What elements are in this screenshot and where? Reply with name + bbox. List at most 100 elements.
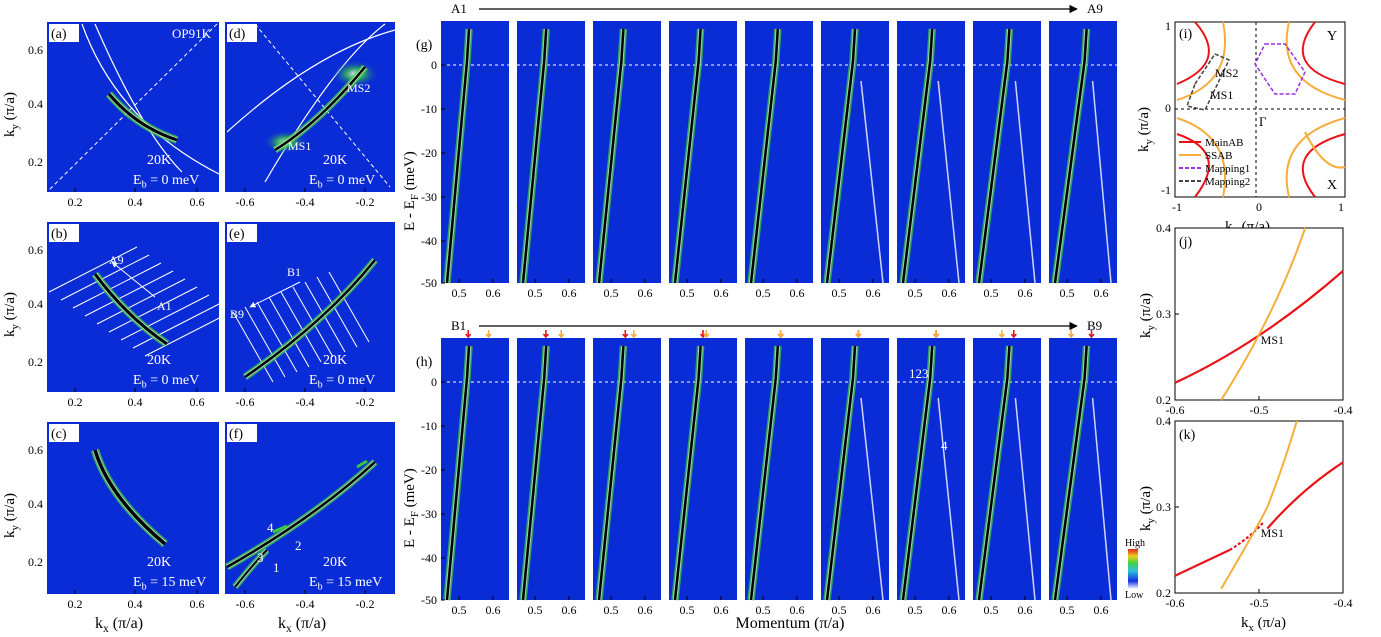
x-tick-label: 0.6 — [866, 286, 881, 300]
cut-panel: 0.5 0.6 123 4 — [897, 330, 965, 617]
temperature-label: 20K — [323, 353, 347, 368]
y-tick-label: 0 — [1165, 101, 1171, 115]
x-tick-label: -0.5 — [1250, 403, 1269, 417]
mainab-arrow — [465, 330, 472, 339]
ssab-arrow — [485, 330, 492, 339]
y-axis-title: ky (π/a) — [1136, 107, 1155, 152]
cut-line — [96, 278, 186, 325]
cut-line — [72, 262, 162, 309]
cut-line — [232, 311, 274, 383]
x-tick-label: 0.6 — [942, 286, 957, 300]
panel-b: A9 A1 (b) 20K Eb = 0 meV 0.2 0.4 0.6 0.6 0.4 0.2 ky… — [2, 222, 234, 409]
cut-panel: 0.5 0.6 — [1049, 21, 1117, 300]
panel-label: (c) — [51, 427, 67, 442]
fermi-contour — [81, 23, 220, 175]
x-tick-label: -0.2 — [356, 195, 375, 209]
cut-direction-arrow — [249, 281, 301, 308]
x-tick-label: -0.6 — [1166, 403, 1185, 417]
panel-frame — [1174, 420, 1344, 594]
sequence-start-label: B1 — [451, 318, 466, 333]
dispersion-band — [519, 28, 550, 284]
x-tick-label: 0.5 — [1060, 603, 1075, 617]
x-tick-label: 0.6 — [942, 603, 957, 617]
secondary-band — [1091, 397, 1112, 601]
binding-energy-label: Eb = 0 meV — [133, 373, 199, 391]
mainab-curve — [1266, 461, 1344, 530]
cut-panel: 0.5 0.6 — [669, 330, 737, 617]
panel-k-crossing-gapped: (k) MS1 -0.6 -0.5 -0.4 0.4 0.3 0.2 ky (π/a) kx (π… — [1138, 414, 1353, 634]
panel-e-end-label: B9 — [230, 307, 244, 321]
x-tick-label: 0.6 — [1018, 603, 1033, 617]
x-tick-label: 0.4 — [128, 597, 143, 611]
panel-f: 43 21 (f) 20K Eb = 15 meV -0.6 -0.4 -0.2 — [225, 422, 395, 611]
x-tick-label: -0.4 — [296, 395, 315, 409]
dispersion-band — [1051, 28, 1091, 284]
x-tick-label: 0.6 — [562, 286, 577, 300]
panel-d-ms2-label: MS2 — [347, 81, 370, 95]
legend-label: Mapping2 — [1205, 176, 1250, 188]
y-tick-label: 0.4 — [1156, 221, 1171, 235]
cut-panel: 0.5 0.6 — [441, 330, 509, 617]
secondary-band — [1014, 397, 1036, 601]
cut-line — [316, 276, 358, 348]
panel-d-background — [225, 22, 395, 192]
x-tick-label: -0.4 — [1334, 403, 1353, 417]
panel-c: (c) 20K Eb = 15 meV 0.2 0.4 0.6 0.6 0.4 0.2 ky (π… — [2, 422, 219, 611]
panel-label-box — [227, 424, 257, 442]
panel-label-box — [49, 424, 79, 442]
binding-energy-label: Eb = 0 meV — [309, 173, 375, 191]
mainab-gapped — [1229, 521, 1265, 551]
x-tick-label: 0.5 — [604, 286, 619, 300]
y-tick-label: 0 — [431, 58, 437, 72]
cut-panel: 0.5 0.6 — [973, 330, 1041, 617]
colorbar-low-label: Low — [1125, 590, 1144, 601]
panel-label: (e) — [229, 227, 245, 242]
legend-label: MainAB — [1205, 137, 1244, 149]
dispersion-band — [747, 345, 782, 601]
secondary-band — [860, 397, 884, 601]
energy-cut-panels-g: (g)A1 A90.5 0.6 0.5 0.6 0.5 0.6 0.5 0.6 0.5 0.6 0.5… — [402, 1, 1117, 300]
y-tick-label: 1 — [1165, 19, 1171, 33]
y-tick-label: -50 — [421, 593, 437, 607]
dispersion-band — [899, 28, 936, 284]
x-tick-label: -0.2 — [356, 597, 375, 611]
band — [90, 448, 168, 548]
x-tick-label: 0.6 — [866, 603, 881, 617]
panel-label: (i) — [1179, 27, 1193, 42]
panel-label: (f) — [229, 427, 243, 442]
cut-panel: 0.5 0.6 — [593, 21, 661, 300]
panel-f-band-number: 2 — [295, 538, 302, 553]
x-tick-label: 0.6 — [638, 603, 653, 617]
cut-line — [84, 270, 174, 317]
ssab-arrow — [855, 330, 862, 339]
ssab-arrow — [998, 330, 1006, 339]
panel-frame — [1174, 227, 1344, 401]
band-number-label: 123 — [909, 366, 929, 381]
x-axis-title: kx (π/a) — [1241, 615, 1286, 634]
x-tick-label: 0.5 — [452, 603, 467, 617]
cut-line — [256, 301, 298, 373]
energy-cut-panels-h: (h)B1 B90.5 0.6 0.5 0.6 0.5 0.6 0.5 0.6 0.5 0.6 0.5… — [402, 318, 1145, 632]
colorbar-high-label: High — [1125, 538, 1145, 549]
sequence-end-label: B9 — [1087, 318, 1102, 333]
x-tick-label: 0.5 — [1060, 286, 1075, 300]
x-axis-title: kx (π/a) — [278, 615, 326, 635]
binding-energy-label: Eb = 15 meV — [133, 575, 206, 593]
cut-panel: 0.5 0.6 — [593, 330, 661, 617]
y-tick-label: -10 — [421, 419, 437, 433]
y-tick-label: -40 — [421, 234, 437, 248]
y-tick-label: 0.4 — [28, 97, 43, 111]
secondary-band — [937, 397, 960, 601]
y-tick-label: -20 — [421, 146, 437, 160]
mainab-arrow — [1088, 330, 1095, 339]
mainab-curve — [1301, 133, 1346, 198]
y-axis-title: ky (π/a) — [2, 493, 21, 538]
x-tick-label: 0.6 — [638, 286, 653, 300]
y-axis-title: ky (π/a) — [1138, 293, 1157, 338]
x-tick-label: -0.5 — [1250, 596, 1269, 610]
x-tick-label: 0.5 — [452, 286, 467, 300]
x-tick-label: 0.6 — [790, 286, 805, 300]
band — [232, 547, 270, 590]
y-tick-label: 0.3 — [1156, 500, 1171, 514]
x-tick-label: 1 — [1338, 200, 1344, 214]
